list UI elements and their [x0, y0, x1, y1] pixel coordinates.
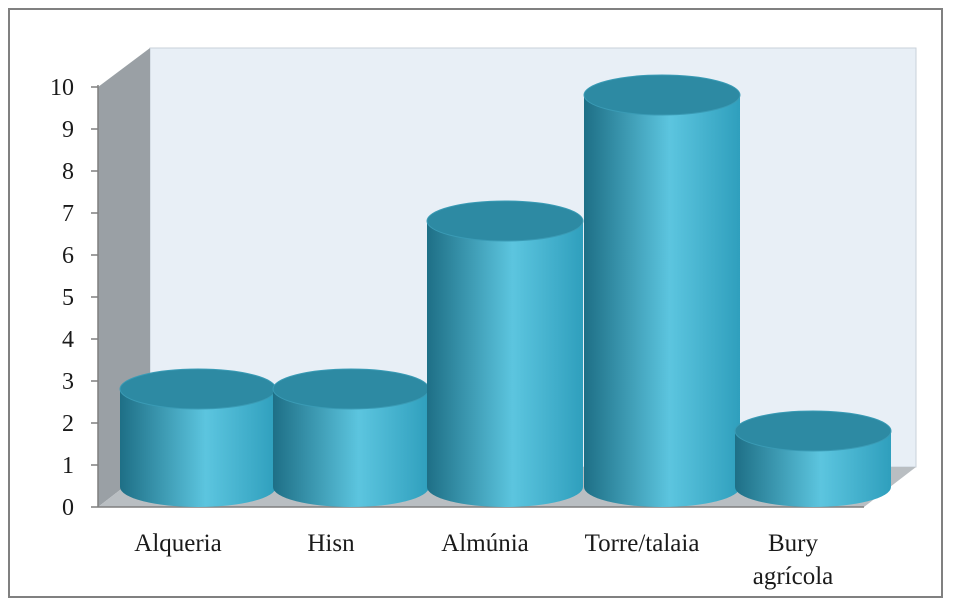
bar-body [427, 221, 583, 507]
bar [734, 410, 892, 507]
y-tick-label: 4 [62, 327, 74, 353]
bar-top [734, 410, 892, 452]
y-axis: 0 1 2 3 4 5 6 7 8 9 10 [50, 75, 864, 521]
bar-body [273, 389, 429, 507]
bar [426, 200, 584, 507]
bar-top [583, 74, 741, 116]
y-tick-label: 1 [62, 453, 74, 479]
bar-body [735, 431, 891, 507]
bar-top [272, 368, 430, 410]
bar-top [426, 200, 584, 242]
bar [583, 74, 741, 507]
y-tick-label: 9 [62, 117, 74, 143]
bar-top [119, 368, 277, 410]
category-label: Alqueria [134, 530, 221, 557]
category-label: Hisn [307, 530, 355, 557]
bars-group [119, 74, 892, 507]
y-tick-label: 5 [62, 285, 74, 311]
y-tick-label: 3 [62, 369, 74, 395]
y-tick-label: 10 [50, 75, 74, 101]
bar [119, 368, 277, 507]
category-label: agrícola [753, 563, 834, 590]
category-label: Torre/talaia [585, 530, 700, 557]
y-tick-label: 0 [62, 495, 74, 521]
bar [272, 368, 430, 507]
category-label: Almúnia [441, 530, 529, 557]
y-tick-label: 7 [62, 201, 74, 227]
y-tick-label: 2 [62, 411, 74, 437]
category-labels: Alqueria Hisn Almúnia Torre/talaia Bury agríc… [134, 530, 833, 590]
bar-body [120, 389, 276, 507]
bar-body [584, 95, 740, 507]
category-label: Bury [768, 530, 819, 557]
y-tick-label: 8 [62, 159, 74, 185]
y-tick-label: 6 [62, 243, 74, 269]
